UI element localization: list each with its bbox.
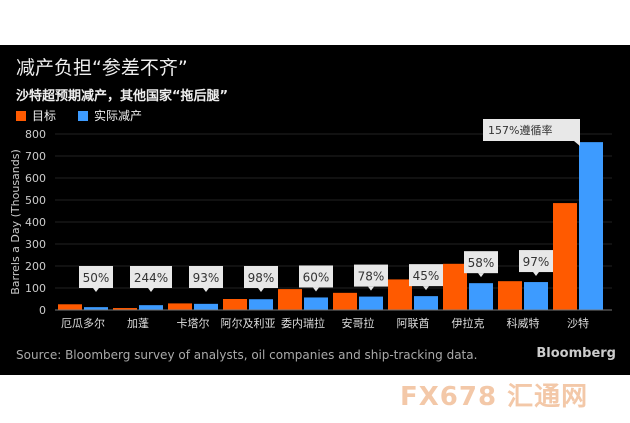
bar-actual — [249, 299, 273, 310]
annotation-box — [354, 264, 388, 287]
x-tick-label: 安哥拉 — [342, 316, 375, 330]
annotation-pointer — [368, 286, 374, 291]
source-note: Source: Bloomberg survey of analysts, oi… — [16, 348, 478, 362]
annotation-box — [483, 119, 580, 141]
annotation-pointer — [148, 288, 154, 292]
x-tick-label: 卡塔尔 — [177, 317, 210, 330]
bar-target — [58, 304, 82, 310]
legend: 目标 实际减产 — [16, 107, 142, 124]
bar-actual — [469, 283, 493, 310]
annotation-pointer — [533, 272, 539, 277]
bar-actual — [194, 303, 218, 310]
annotation-pointer — [258, 288, 264, 292]
x-tick-label: 伊拉克 — [452, 316, 485, 330]
annotation-box — [189, 266, 223, 288]
annotation-label: 58% — [468, 256, 495, 270]
bar-target — [168, 303, 192, 310]
y-tick-label: 500 — [25, 194, 46, 207]
bar-target — [278, 289, 302, 310]
bar-target — [553, 203, 577, 310]
y-tick-label: 100 — [25, 282, 46, 295]
y-tick-label: 800 — [25, 128, 46, 141]
x-tick-label: 委内瑞拉 — [281, 316, 325, 330]
bar-target — [333, 292, 357, 310]
annotation-label: 244% — [134, 271, 168, 285]
annotation-pointer — [574, 141, 580, 146]
y-tick-label: 400 — [25, 216, 46, 229]
annotation-label: 60% — [303, 270, 330, 284]
bar-actual — [304, 297, 328, 310]
annotation-label: 98% — [248, 271, 275, 285]
annotation-box — [299, 265, 333, 288]
legend-swatch — [16, 110, 26, 121]
brand-logo: Bloomberg — [536, 346, 616, 361]
chart-title: 减产负担“参差不齐” — [16, 57, 188, 79]
annotation-pointer — [313, 287, 319, 292]
legend-item-target: 目标 — [16, 107, 56, 124]
annotation-box — [409, 264, 443, 287]
annotation-box — [244, 266, 278, 288]
annotation-box — [519, 250, 553, 273]
bar-actual — [359, 296, 383, 310]
bar-actual — [414, 296, 438, 310]
legend-label: 目标 — [32, 109, 57, 123]
legend-swatch — [78, 110, 89, 121]
chart-subtitle: 沙特超预期减产，其他国家“拖后腿” — [16, 89, 229, 104]
y-tick-label: 0 — [39, 304, 46, 317]
watermark: FX678 汇通网 — [400, 382, 589, 412]
annotation-pointer — [93, 288, 99, 292]
annotation-pointer — [203, 288, 209, 292]
annotation-label: 45% — [413, 269, 440, 283]
x-tick-label: 沙特 — [567, 316, 589, 330]
legend-item-actual: 实际减产 — [78, 107, 142, 124]
annotation-label: 157%遵循率 — [488, 123, 552, 137]
bar-target — [223, 299, 247, 310]
bar-actual — [579, 142, 603, 310]
x-tick-label: 厄瓜多尔 — [61, 316, 105, 330]
bar-target — [443, 263, 467, 310]
annotation-box — [130, 266, 172, 288]
bar-target — [498, 281, 522, 310]
bar-actual — [139, 305, 163, 310]
annotation-pointer — [478, 273, 484, 278]
annotation-label: 78% — [358, 270, 385, 284]
y-tick-label: 300 — [25, 238, 46, 251]
legend-label: 实际减产 — [94, 109, 143, 123]
bar-actual — [524, 282, 548, 310]
x-tick-label: 加蓬 — [127, 317, 149, 330]
bar-target — [388, 279, 412, 310]
annotation-label: 50% — [83, 271, 110, 285]
annotation-label: 93% — [193, 271, 220, 285]
y-tick-label: 200 — [25, 260, 46, 273]
y-tick-label: 600 — [25, 172, 46, 185]
chart-panel: 减产负担“参差不齐” 沙特超预期减产，其他国家“拖后腿” 目标 实际减产 Sou… — [0, 45, 630, 375]
annotation-label: 97% — [523, 255, 550, 269]
annotation-box — [79, 266, 113, 288]
annotation-box — [464, 251, 498, 274]
bar-actual — [84, 307, 108, 310]
annotation-pointer — [423, 286, 429, 291]
y-axis-label: Barrels a Day (Thousands) — [9, 149, 22, 295]
x-tick-label: 阿尔及利亚 — [221, 317, 276, 330]
x-tick-label: 阿联酋 — [397, 316, 430, 330]
bar-target — [113, 308, 137, 310]
y-tick-label: 700 — [25, 150, 46, 163]
x-tick-label: 科威特 — [507, 316, 540, 330]
